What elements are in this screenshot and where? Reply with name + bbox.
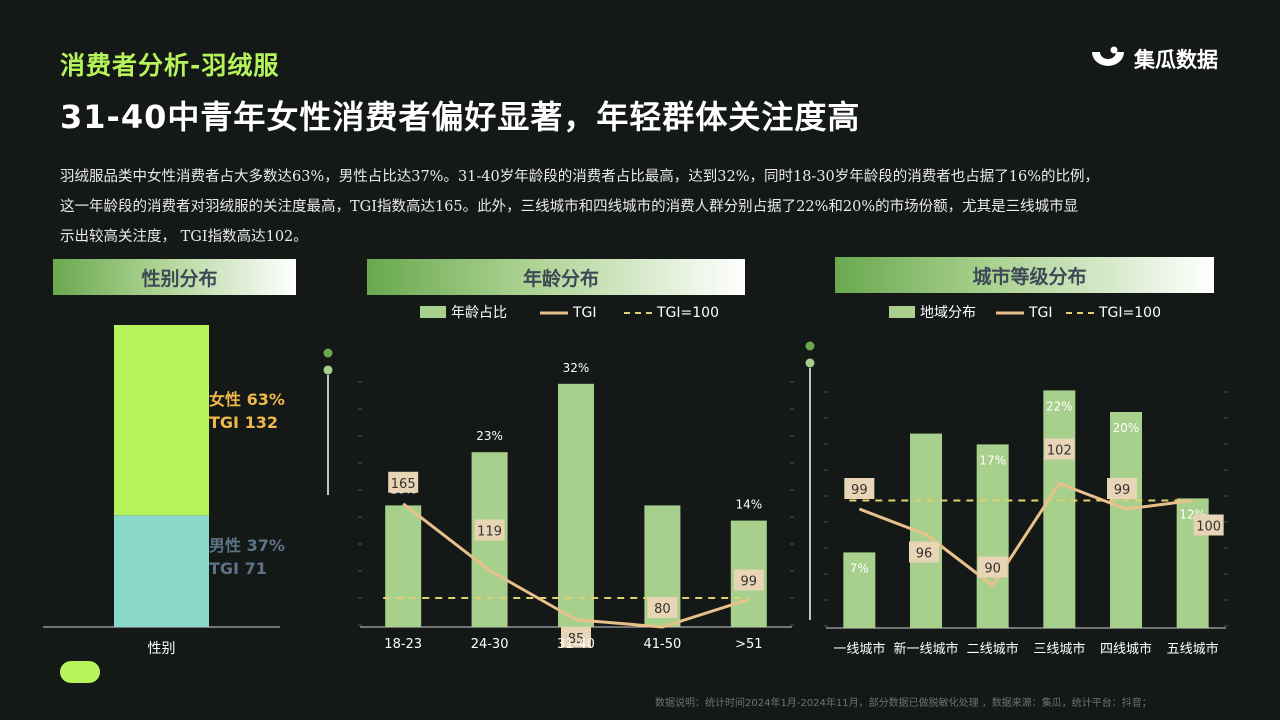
- logo: 集瓜数据: [1090, 44, 1218, 74]
- tgi-label-box: [977, 556, 1008, 578]
- bar: [1043, 390, 1076, 628]
- x-tick-label: 18-23: [384, 637, 422, 652]
- tgi-label-box: [1044, 438, 1075, 460]
- tgi-data-label: 85: [568, 632, 585, 647]
- tgi-label-box: [388, 471, 419, 493]
- city-panel-title: 城市等级分布: [835, 257, 1214, 293]
- legend-label: 年龄占比: [451, 305, 507, 321]
- legend-label: TGI=100: [656, 305, 719, 321]
- x-tick-label: >51: [735, 637, 762, 652]
- description-line: 这一年龄段的消费者对羽绒服的关注度最高，TGI指数高达165。此外，三线城市和四…: [60, 199, 1079, 215]
- x-tick-label: 24-30: [471, 637, 509, 652]
- x-tick-label: 三线城市: [1033, 641, 1085, 657]
- x-tick-label: 二线城市: [967, 641, 1019, 657]
- tgi-data-label: 80: [654, 602, 671, 617]
- tgi-data-label: 90: [984, 562, 1001, 577]
- male-tgi-label: TGI 71: [209, 559, 267, 578]
- gender-bar-female: [114, 325, 209, 516]
- description-line: 示出较高关注度， TGI指数高达102。: [60, 229, 308, 245]
- bar: [385, 505, 422, 627]
- description-line: 羽绒服品类中女性消费者占大多数达63%，男性占比达37%。31-40岁年龄段的消…: [60, 169, 1100, 185]
- tgi-data-label: 99: [851, 483, 868, 498]
- tgi-data-label: 102: [1047, 444, 1072, 459]
- bar-data-label: 20%: [1113, 421, 1140, 435]
- decor-pill: [60, 661, 100, 683]
- bar-data-label: 22%: [1046, 399, 1073, 413]
- footnote: 数据说明：统计时间2024年1月-2024年11月，部分数据已做脱敏化处理 ，数…: [655, 698, 1152, 709]
- decor-dot: [323, 348, 333, 358]
- bar: [1110, 412, 1142, 628]
- bar-data-label: 32%: [563, 361, 590, 375]
- tgi-label-box: [561, 626, 591, 648]
- tgi-label-box: [844, 478, 875, 499]
- tgi-label-box: [733, 569, 764, 591]
- city-chart: 地域分布 TGI TGI=1007%17%22%20%12%999690102991…: [805, 305, 1228, 657]
- x-tick-label: 五线城市: [1167, 641, 1219, 657]
- male-share-label: 男性 37%: [209, 536, 285, 555]
- female-tgi-label: TGI 132: [209, 413, 278, 432]
- tgi-line: [402, 502, 750, 629]
- x-tick-label: 41-50: [644, 637, 682, 652]
- age-panel-title: 年龄分布: [367, 259, 745, 295]
- logo-text: 集瓜数据: [1134, 48, 1218, 72]
- legend-label: TGI=100: [1098, 305, 1161, 321]
- legend-label: 地域分布: [920, 305, 976, 321]
- tgi-data-label: 165: [391, 477, 416, 492]
- description: 羽绒服品类中女性消费者占大多数达63%，男性占比达37%。31-40岁年龄段的消…: [60, 162, 1250, 252]
- tgi-label-box: [647, 597, 678, 618]
- x-tick-label: 31-40: [557, 637, 595, 652]
- gender-panel-title: 性别分布: [53, 259, 296, 295]
- tgi-label-box: [1193, 514, 1224, 536]
- legend-swatch-bar: [420, 306, 446, 318]
- tgi-data-label: 96: [916, 547, 933, 562]
- tgi-data-label: 119: [477, 524, 502, 539]
- page-subtitle: 消费者分析-羽绒服: [60, 51, 280, 80]
- female-share-label: 女性 63%: [209, 390, 285, 409]
- bar-data-label: 7%: [850, 561, 869, 575]
- bar-data-label: 17%: [979, 453, 1006, 467]
- tgi-label-box: [1107, 478, 1137, 499]
- page-title: 31-40中青年女性消费者偏好显著，年轻群体关注度高: [60, 98, 861, 136]
- bar-data-label: 14%: [735, 498, 762, 512]
- bar: [558, 383, 594, 627]
- decor-dot: [323, 365, 333, 375]
- x-tick-label: 新一线城市: [893, 641, 958, 657]
- age-chart: 年龄占比TGITGI=10016%23%32%14%16511985809918…: [323, 305, 794, 652]
- legend-label: TGI: [1028, 305, 1053, 321]
- tgi-data-label: 99: [1114, 483, 1131, 498]
- gender-bar-male: [114, 515, 209, 627]
- x-tick-label: 性别: [148, 641, 176, 657]
- legend-label: TGI: [572, 305, 597, 321]
- tgi-data-label: 99: [741, 574, 758, 589]
- logo-icon: [1092, 46, 1124, 66]
- decor-dot: [805, 341, 815, 351]
- tgi-line: [858, 482, 1193, 587]
- legend-swatch-bar: [889, 306, 915, 318]
- x-tick-label: 一线城市: [833, 641, 885, 657]
- x-tick-label: 四线城市: [1100, 641, 1152, 657]
- bar-data-label: 23%: [476, 429, 503, 443]
- decor-dot: [805, 358, 815, 368]
- tgi-label-box: [474, 519, 505, 541]
- tgi-data-label: 100: [1196, 520, 1221, 535]
- bar: [976, 444, 1009, 628]
- tgi-label-box: [909, 541, 939, 563]
- bar: [843, 552, 876, 628]
- gender-chart: 女性 63% TGI 132 男性 37% TGI 71 性别: [43, 325, 285, 657]
